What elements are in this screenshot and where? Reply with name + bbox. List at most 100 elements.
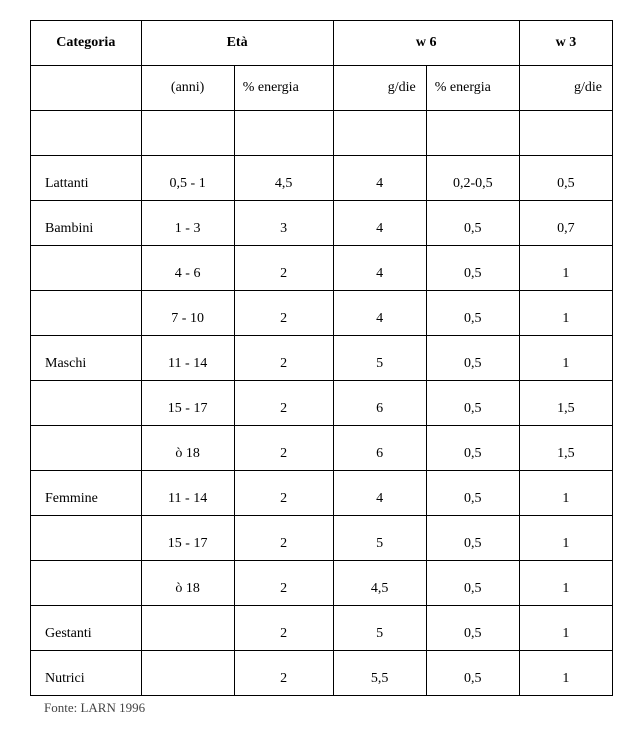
cell: 0,5 (426, 516, 519, 561)
cell: 2 (234, 336, 333, 381)
cell: 4 (333, 291, 426, 336)
cell: 4 (333, 201, 426, 246)
cell: 0,7 (519, 201, 612, 246)
sub-cell: % energia (426, 66, 519, 111)
cell (333, 111, 426, 156)
cell: 2 (234, 651, 333, 696)
cell: 2 (234, 471, 333, 516)
cell: 15 - 17 (141, 381, 234, 426)
cell (426, 111, 519, 156)
cell: 1,5 (519, 426, 612, 471)
cell: Nutrici (31, 651, 142, 696)
table-row: ò 18260,51,5 (31, 426, 613, 471)
cell: 1 (519, 471, 612, 516)
cell: 0,5 (426, 606, 519, 651)
cell (519, 111, 612, 156)
cell: 0,5 (426, 246, 519, 291)
col-header: w 3 (519, 21, 612, 66)
cell: 2 (234, 516, 333, 561)
col-header: w 6 (333, 21, 519, 66)
cell: 1 (519, 516, 612, 561)
cell: 5 (333, 516, 426, 561)
cell: 3 (234, 201, 333, 246)
table-row: Lattanti0,5 - 14,540,2-0,50,5 (31, 156, 613, 201)
table-row: Nutrici 25,50,51 (31, 651, 613, 696)
cell: Maschi (31, 336, 142, 381)
cell (31, 291, 142, 336)
cell: 2 (234, 381, 333, 426)
cell: 1 (519, 291, 612, 336)
cell: 4 (333, 471, 426, 516)
cell (234, 111, 333, 156)
cell: 0,5 (426, 471, 519, 516)
cell: 0,5 - 1 (141, 156, 234, 201)
cell: 1 (519, 651, 612, 696)
table-footer: Fonte: LARN 1996 (30, 700, 613, 716)
cell: 1 (519, 561, 612, 606)
cell: Femmine (31, 471, 142, 516)
cell: 0,5 (426, 426, 519, 471)
cell: 0,5 (519, 156, 612, 201)
table-row: 4 - 6240,51 (31, 246, 613, 291)
cell: 2 (234, 561, 333, 606)
table-row: 7 - 10240,51 (31, 291, 613, 336)
cell (141, 606, 234, 651)
cell: 11 - 14 (141, 471, 234, 516)
table-row (31, 111, 613, 156)
cell: 0,5 (426, 201, 519, 246)
cell: 4 - 6 (141, 246, 234, 291)
table-row: Gestanti 250,51 (31, 606, 613, 651)
cell (31, 516, 142, 561)
cell (31, 381, 142, 426)
table-row: Femmine11 - 14240,51 (31, 471, 613, 516)
cell: 4,5 (333, 561, 426, 606)
cell: 0,5 (426, 381, 519, 426)
cell: Gestanti (31, 606, 142, 651)
cell: 6 (333, 426, 426, 471)
cell: ò 18 (141, 426, 234, 471)
col-header: Categoria (31, 21, 142, 66)
cell: 1 (519, 246, 612, 291)
cell: 5,5 (333, 651, 426, 696)
cell: ò 18 (141, 561, 234, 606)
cell: 0,5 (426, 561, 519, 606)
cell (31, 561, 142, 606)
cell (141, 111, 234, 156)
cell: 1 (519, 606, 612, 651)
table-row: Bambini1 - 3340,50,7 (31, 201, 613, 246)
cell: 4 (333, 156, 426, 201)
sub-blank (31, 66, 142, 111)
cell: 11 - 14 (141, 336, 234, 381)
cell: 0,2-0,5 (426, 156, 519, 201)
cell: 6 (333, 381, 426, 426)
sub-cell: g/die (519, 66, 612, 111)
cell: 1,5 (519, 381, 612, 426)
cell (31, 426, 142, 471)
cell: Bambini (31, 201, 142, 246)
table-row: Maschi11 - 14250,51 (31, 336, 613, 381)
sub-cell: (anni) (141, 66, 234, 111)
nutrition-table: CategoriaEtàw 6w 3 (anni)% energiag/die%… (30, 20, 613, 696)
cell (31, 111, 142, 156)
cell: Lattanti (31, 156, 142, 201)
cell: 1 - 3 (141, 201, 234, 246)
cell: 0,5 (426, 651, 519, 696)
cell: 1 (519, 336, 612, 381)
cell: 7 - 10 (141, 291, 234, 336)
cell: 0,5 (426, 336, 519, 381)
cell: 4,5 (234, 156, 333, 201)
cell (31, 246, 142, 291)
table-row: 15 - 17260,51,5 (31, 381, 613, 426)
cell: 2 (234, 606, 333, 651)
table-body: Lattanti0,5 - 14,540,2-0,50,5Bambini1 - … (31, 111, 613, 696)
cell: 4 (333, 246, 426, 291)
cell: 2 (234, 426, 333, 471)
cell: 5 (333, 606, 426, 651)
sub-cell: g/die (333, 66, 426, 111)
table-subheader-row: (anni)% energiag/die% energiag/die (31, 66, 613, 111)
table-row: 15 - 17250,51 (31, 516, 613, 561)
cell: 15 - 17 (141, 516, 234, 561)
cell: 0,5 (426, 291, 519, 336)
table-row: ò 1824,50,51 (31, 561, 613, 606)
col-header: Età (141, 21, 333, 66)
